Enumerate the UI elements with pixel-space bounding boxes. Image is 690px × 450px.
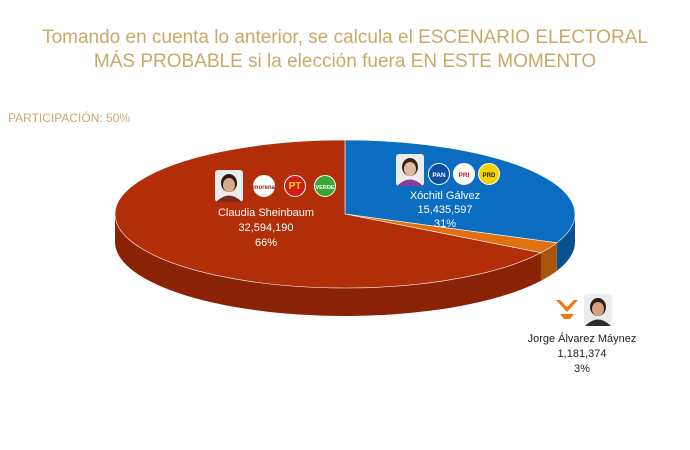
pri-logo: PRI	[453, 163, 475, 185]
label-percent-galvez: 31%	[434, 218, 456, 230]
pie-decorations: morena PT VERDE PAN PRI PRD	[215, 154, 612, 326]
title-line-1: Tomando en cuenta lo anterior, se calcul…	[42, 27, 648, 48]
label-percent-sheinbaum: 66%	[255, 237, 277, 249]
label-name-maynez: Jorge Álvarez Máynez	[528, 332, 637, 345]
slice-side-2	[540, 242, 557, 281]
chart-title: Tomando en cuenta lo anterior, se calcul…	[0, 26, 690, 74]
svg-text:PRD: PRD	[483, 173, 496, 179]
label-votes-maynez: 1,181,374	[558, 348, 607, 360]
svg-text:PAN: PAN	[432, 172, 446, 179]
pan-logo: PAN	[428, 163, 450, 185]
morena-logo: morena	[253, 175, 275, 197]
mc-logo	[552, 296, 582, 322]
svg-text:PT: PT	[289, 181, 302, 192]
pie-labels: Claudia Sheinbaum 32,594,190 66% Xóchitl Gá…	[218, 190, 636, 375]
pie-sides	[115, 214, 575, 316]
label-votes-galvez: 15,435,597	[417, 204, 472, 216]
verde-logo: VERDE	[314, 175, 336, 197]
svg-text:PRI: PRI	[459, 172, 470, 179]
label-percent-maynez: 3%	[574, 363, 590, 375]
pie-slices	[114, 139, 576, 289]
slice-side-0	[115, 214, 541, 316]
label-votes-sheinbaum: 32,594,190	[238, 222, 293, 234]
claudia-avatar	[215, 170, 243, 202]
maynez-avatar	[584, 294, 612, 326]
title-line-2: MÁS PROBABLE si la elección fuera EN EST…	[93, 51, 597, 72]
svg-text:VERDE: VERDE	[316, 185, 335, 191]
slice-side-1	[556, 214, 575, 271]
participation-label: PARTICIPACIÓN: 50%	[8, 111, 131, 125]
label-name-sheinbaum: Claudia Sheinbaum	[218, 207, 314, 219]
pt-logo: PT	[284, 175, 306, 197]
svg-text:morena: morena	[253, 185, 275, 191]
label-name-galvez: Xóchitl Gálvez	[410, 190, 480, 202]
prd-logo: PRD	[478, 163, 500, 185]
xochitl-avatar	[396, 154, 424, 186]
